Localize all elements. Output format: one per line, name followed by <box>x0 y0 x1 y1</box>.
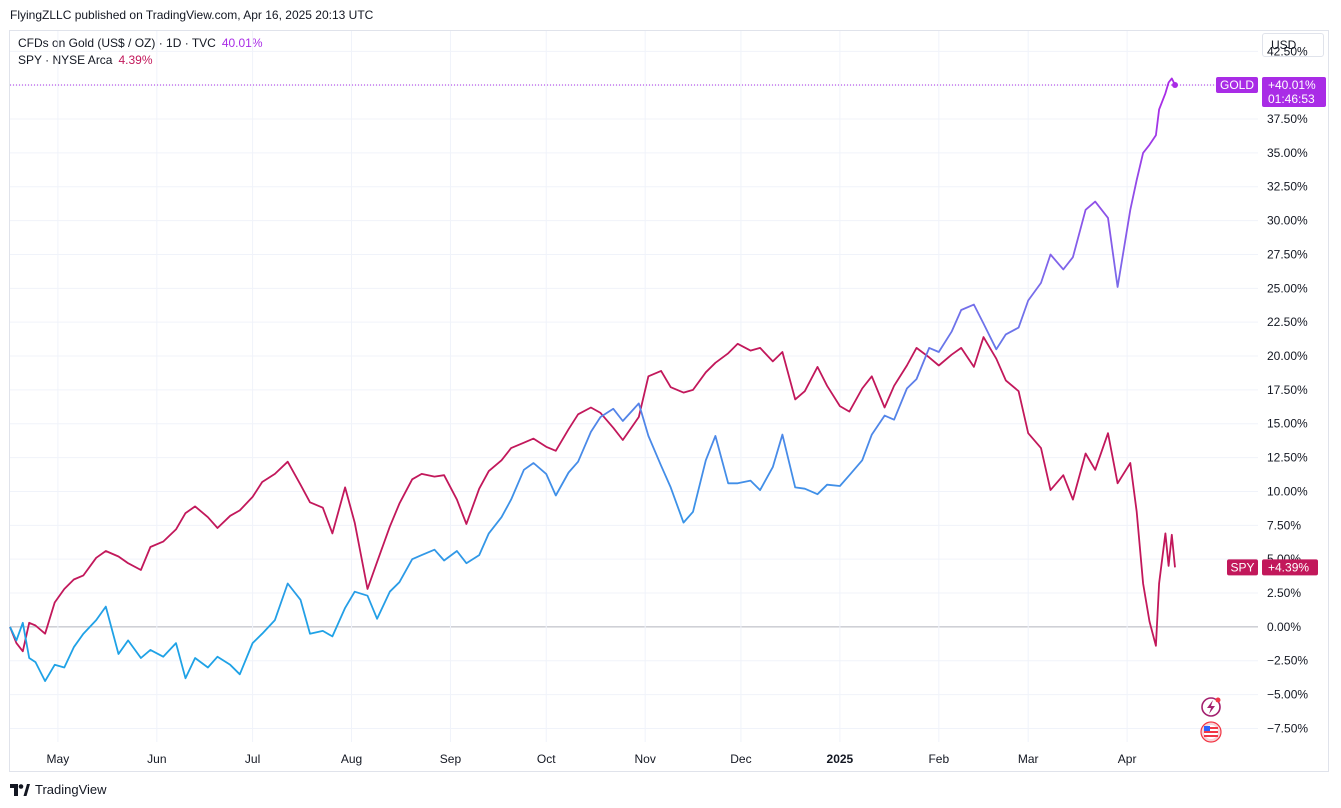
x-axis: May Jun Jul Aug Sep Oct Nov Dec 2025 Feb Mar Apr <box>47 752 1137 766</box>
x-tick-label: May <box>47 752 70 766</box>
y-tick-label: 15.00% <box>1267 417 1308 431</box>
gold-last-point <box>1172 82 1179 89</box>
y-tick-label: 20.00% <box>1267 349 1308 363</box>
x-tick-label: Mar <box>1018 752 1039 766</box>
x-tick-label: Nov <box>634 752 655 766</box>
y-tick-label: −5.00% <box>1267 688 1308 702</box>
y-tick-label: 2.50% <box>1267 586 1301 600</box>
y-tick-label: −7.50% <box>1267 721 1308 735</box>
x-tick-label: Apr <box>1118 752 1137 766</box>
gold-countdown-label: 01:46:53 <box>1268 92 1315 106</box>
x-tick-label: Aug <box>341 752 362 766</box>
x-tick-label: 2025 <box>827 752 854 766</box>
currency-button[interactable]: USD <box>1262 33 1324 57</box>
legend-value: 4.39% <box>118 53 153 67</box>
tradingview-brand[interactable]: TradingView <box>10 782 107 797</box>
gold-series-line <box>9 77 1176 682</box>
spy-name-tag <box>1227 559 1258 576</box>
y-tick-label: 17.50% <box>1267 383 1308 397</box>
y-tick-label: 10.00% <box>1267 484 1308 498</box>
y-tick-label: 32.50% <box>1267 180 1308 194</box>
y-tick-label: 37.50% <box>1267 112 1308 126</box>
gold-name-tag <box>1216 77 1258 94</box>
x-tick-label: Oct <box>537 752 556 766</box>
spy-series-line <box>9 336 1176 653</box>
x-tick-label: Jun <box>147 752 166 766</box>
y-tick-label: 35.00% <box>1267 146 1308 160</box>
y-tick-label: 0.00% <box>1267 620 1301 634</box>
us-flag-icon[interactable] <box>1200 721 1222 743</box>
grid-layer <box>10 31 1258 742</box>
y-tick-label: 30.00% <box>1267 214 1308 228</box>
y-tick-label: 42.50% <box>1267 44 1308 58</box>
series-layer <box>9 77 1176 682</box>
last-value-marks: GOLD +40.01%01:46:53 SPY +4.39% <box>10 77 1326 576</box>
x-tick-label: Jul <box>245 752 260 766</box>
spy-value-label: +4.39% <box>1268 560 1309 574</box>
x-tick-label: Sep <box>440 752 462 766</box>
gold-name-label: GOLD <box>1220 78 1254 92</box>
legend-label: SPY · NYSE Arca <box>18 53 113 67</box>
y-tick-label: 22.50% <box>1267 315 1308 329</box>
chart-frame <box>9 30 1329 772</box>
y-tick-label: 25.00% <box>1267 281 1308 295</box>
spy-value-tag <box>1262 559 1318 576</box>
gold-value-label: +40.01% <box>1268 78 1316 92</box>
gold-value-tag <box>1262 77 1326 108</box>
y-tick-label: −2.50% <box>1267 654 1308 668</box>
y-tick-label: 7.50% <box>1267 518 1301 532</box>
y-axis: 42.50%40.00%37.50%35.00%32.50%30.00%27.5… <box>1267 44 1308 735</box>
flash-icon[interactable] <box>1201 697 1221 717</box>
publisher-caption: FlyingZLLC published on TradingView.com,… <box>10 8 374 22</box>
x-tick-label: Dec <box>730 752 751 766</box>
brand-name: TradingView <box>35 782 107 797</box>
y-tick-label: 27.50% <box>1267 247 1308 261</box>
spy-name-label: SPY <box>1230 560 1254 574</box>
x-tick-label: Feb <box>928 752 949 766</box>
tradingview-logo-icon <box>10 783 30 796</box>
legend-label: CFDs on Gold (US$ / OZ) · 1D · TVC <box>18 36 216 50</box>
y-tick-label: 12.50% <box>1267 451 1308 465</box>
legend-row-spy[interactable]: SPY · NYSE Arca 4.39% <box>18 53 153 67</box>
